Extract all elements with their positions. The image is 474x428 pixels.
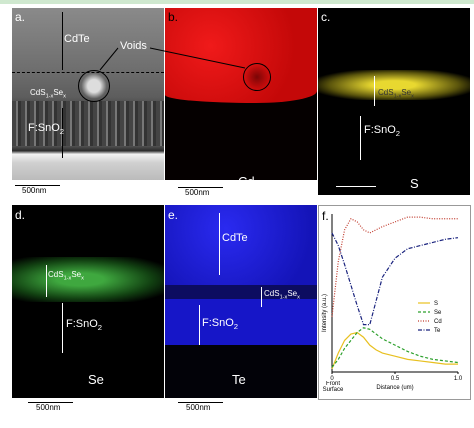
- legend-label: Se: [434, 310, 442, 316]
- annotation: Front Surface: [322, 381, 344, 393]
- t: F:SnO: [66, 318, 98, 330]
- scale-bar: [15, 185, 60, 186]
- cd-map: [165, 8, 317, 180]
- x-tick-label: 1.0: [454, 376, 463, 382]
- te-map: [165, 205, 317, 398]
- element-label: S: [410, 176, 419, 191]
- te-layer: [165, 205, 317, 285]
- t: CdS: [378, 88, 394, 97]
- arrow: [46, 265, 47, 297]
- x-tick-label: 0: [330, 376, 334, 382]
- panel-label: d.: [15, 208, 26, 222]
- t: CdS: [30, 88, 46, 97]
- scale-label: 500nm: [186, 403, 211, 412]
- t: 1-x: [63, 275, 72, 282]
- scale-bar: [178, 402, 223, 403]
- arrow: [374, 76, 375, 106]
- t: CdS: [264, 289, 280, 298]
- series-line: [331, 232, 459, 326]
- panel-label: c.: [321, 10, 331, 24]
- t: CdS: [48, 270, 64, 279]
- te-lower: [165, 299, 317, 345]
- top-strip: [0, 0, 474, 4]
- se-map: [12, 205, 164, 398]
- se-band: [12, 257, 164, 302]
- y-axis-label: Intensity (a.u.): [322, 294, 328, 332]
- scale-bar: [28, 402, 73, 403]
- scale-label: 500nm: [36, 403, 61, 412]
- s-map: [318, 8, 470, 195]
- series-line: [331, 327, 459, 368]
- void-leaders: [99, 47, 246, 71]
- legend-label: Cd: [434, 319, 442, 325]
- t: F:SnO: [364, 124, 396, 136]
- x-tick-label: 0.5: [391, 376, 400, 382]
- layer-label: CdS1-xSex: [264, 289, 300, 301]
- annotation-box: Front Surface: [322, 381, 344, 393]
- t: x: [63, 93, 66, 100]
- t: Se: [53, 88, 64, 97]
- t: 1-x: [393, 93, 402, 100]
- void-circle: [78, 70, 110, 102]
- arrow: [199, 305, 200, 345]
- voids-label: Voids: [120, 40, 147, 52]
- panel-label: a.: [15, 10, 26, 24]
- t: Se: [401, 88, 412, 97]
- layer-label: CdTe: [64, 33, 90, 45]
- element-label: Cd: [238, 174, 255, 189]
- legend-label: S: [434, 301, 438, 307]
- leader: [149, 47, 246, 69]
- layer-label: F:SnO2: [202, 317, 238, 331]
- void-circle: [243, 63, 271, 91]
- scale-bar: [178, 187, 223, 188]
- layer-label: CdS1-xSex: [48, 270, 84, 282]
- x-axis-label: Distance (um): [376, 385, 413, 391]
- t: x: [411, 93, 414, 100]
- scale-bar: [336, 186, 376, 187]
- panel-label: e.: [168, 208, 179, 222]
- t: 1-x: [45, 93, 54, 100]
- t: x: [81, 275, 84, 282]
- scale-label: 500nm: [185, 188, 210, 197]
- t: 2: [97, 323, 103, 333]
- leader: [99, 47, 119, 71]
- t: 1-x: [279, 294, 288, 301]
- t: F:SnO: [202, 317, 234, 329]
- arrow: [261, 287, 262, 307]
- t: 2: [395, 129, 401, 139]
- t: F:SnO: [28, 122, 60, 134]
- panel-label: b.: [168, 10, 179, 24]
- scale-label: 500nm: [22, 186, 47, 195]
- layer-label: CdS1-xSex: [378, 88, 414, 100]
- layer-label: F:SnO2: [28, 122, 64, 136]
- chart-frame: [318, 205, 471, 400]
- panel-label: f.: [322, 209, 329, 223]
- arrow: [360, 116, 361, 160]
- element-label: Te: [232, 372, 246, 387]
- t: 2: [59, 127, 65, 137]
- arrow: [62, 303, 63, 353]
- legend-label: Te: [434, 328, 441, 334]
- cd-layer: [165, 8, 317, 103]
- t: 2: [233, 322, 239, 332]
- columns: [12, 101, 164, 146]
- sem-image: [12, 8, 164, 180]
- s-band: [318, 70, 470, 100]
- series-line: [331, 331, 458, 370]
- t: Se: [71, 270, 82, 279]
- element-label: Se: [88, 372, 104, 387]
- series-line: [331, 216, 458, 317]
- arrow: [62, 12, 63, 70]
- t: Se: [287, 289, 298, 298]
- layer-label: CdS1-xSex: [30, 88, 66, 100]
- te-gap: [165, 285, 317, 299]
- layer-label: CdTe: [222, 232, 248, 244]
- arrow: [62, 108, 63, 158]
- arrow: [219, 213, 220, 275]
- layer-label: F:SnO2: [66, 318, 102, 332]
- layer-label: F:SnO2: [364, 124, 400, 138]
- t: x: [297, 294, 300, 301]
